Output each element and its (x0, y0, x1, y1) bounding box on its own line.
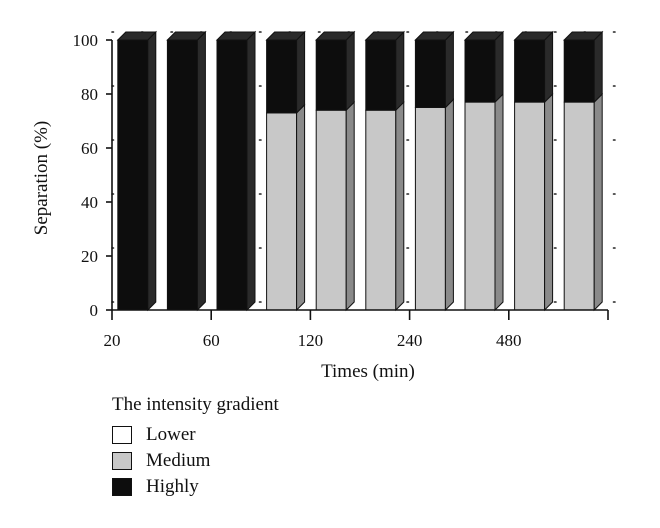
bar-40-highly (166, 39, 198, 311)
bar-side-120-medium (345, 100, 355, 312)
legend-item-lower: Lower (112, 422, 279, 448)
bar-top-240 (414, 31, 455, 41)
bar-240-highly (414, 39, 446, 108)
legend-item-highly: Highly (112, 474, 279, 500)
bar-side-240-medium (444, 98, 454, 312)
bar-side-120-highly (345, 30, 355, 112)
y-tick-label-20: 20 (81, 247, 98, 266)
bar-side-90-highly (296, 30, 306, 115)
bar-90-medium (266, 112, 298, 311)
x-tick-label-20: 20 (104, 331, 121, 350)
legend-label-medium: Medium (146, 450, 211, 471)
bar-480-highly (514, 39, 546, 103)
axes (106, 39, 609, 320)
x-axis-title: Times (min) (321, 361, 415, 382)
bar-90-highly (266, 39, 298, 114)
legend-title: The intensity gradient (112, 394, 279, 415)
bar-480-medium (514, 101, 546, 311)
bar-side-180-medium (395, 100, 405, 312)
bar-side-600-highly (593, 30, 603, 104)
bar-side-480-medium (544, 92, 554, 312)
bar-top-180 (364, 31, 406, 41)
legend-swatch-highly (112, 478, 132, 496)
bar-top-60 (215, 31, 257, 41)
bar-360-highly (464, 39, 496, 103)
y-tick-label-100: 100 (73, 31, 99, 50)
bar-600-medium (563, 101, 595, 311)
chart: 0 20 40 60 80 100 20 60 120 240 480 Times (min) Se… (31, 30, 629, 382)
bar-top-90 (265, 31, 306, 41)
bar-side-90-medium (296, 103, 306, 312)
y-tick-label-60: 60 (81, 139, 98, 158)
bar-top-120 (314, 31, 356, 41)
bars (116, 30, 604, 312)
y-tick-label-40: 40 (81, 193, 98, 212)
legend-item-medium: Medium (112, 448, 279, 474)
bar-180-medium (365, 109, 397, 311)
legend-swatch-lower (112, 426, 132, 444)
bar-20-highly (117, 39, 149, 311)
y-tick-label-0: 0 (90, 301, 99, 320)
bar-side-360-highly (494, 30, 504, 104)
bar-240-medium (414, 107, 446, 311)
bar-top-20 (116, 31, 158, 41)
bar-top-360 (463, 31, 505, 41)
bar-top-480 (513, 31, 554, 41)
x-tick-label-480: 480 (496, 331, 522, 350)
bar-top-600 (562, 31, 604, 41)
bar-side-240-highly (444, 30, 454, 109)
legend-label-highly: Highly (146, 476, 199, 497)
legend-swatch-medium (112, 452, 132, 470)
legend: The intensity gradient Lower Medium High… (112, 394, 279, 500)
x-tick-label-120: 120 (298, 331, 324, 350)
bar-120-highly (315, 39, 347, 111)
x-tick-label-60: 60 (203, 331, 220, 350)
y-axis-title: Separation (%) (31, 121, 52, 235)
bar-60-highly (216, 39, 248, 311)
bar-side-20-highly (147, 30, 157, 312)
bar-600-highly (563, 39, 595, 103)
bar-side-60-highly (246, 30, 256, 312)
bar-180-highly (365, 39, 397, 111)
y-tick-label-80: 80 (81, 85, 98, 104)
bar-side-360-medium (494, 92, 504, 312)
bar-side-40-highly (196, 30, 206, 312)
bar-side-180-highly (395, 30, 405, 112)
x-tick-label-240: 240 (397, 331, 423, 350)
bar-120-medium (315, 109, 347, 311)
legend-label-lower: Lower (146, 424, 196, 445)
bar-top-40 (166, 31, 207, 41)
bar-360-medium (464, 101, 496, 311)
bar-side-600-medium (593, 92, 603, 312)
bar-side-480-highly (544, 30, 554, 104)
tick-labels: 0 20 40 60 80 100 20 60 120 240 480 (73, 31, 522, 350)
